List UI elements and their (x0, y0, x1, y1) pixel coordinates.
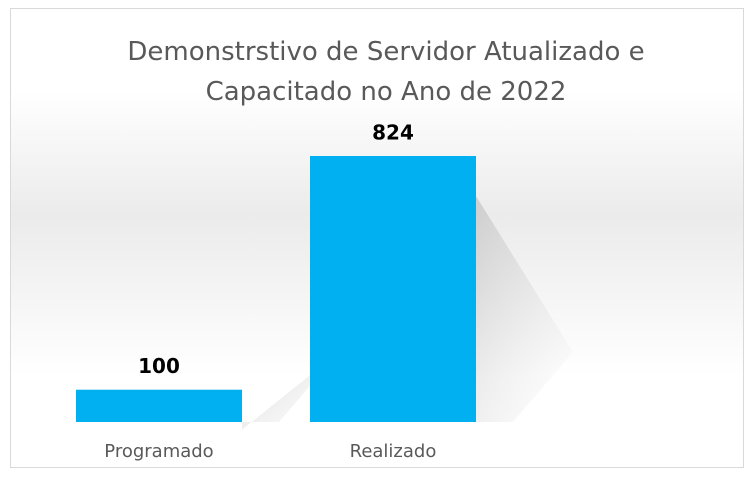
bar (76, 389, 242, 422)
bar (310, 156, 476, 422)
x-tick-label: Realizado (350, 441, 437, 462)
x-tick-label: Programado (104, 441, 213, 462)
data-label: 824 (372, 121, 414, 145)
data-label: 100 (138, 354, 180, 378)
bar-shadow (476, 196, 573, 422)
chart-title: Demonstrstivo de Servidor Atualizado e C… (127, 37, 645, 107)
